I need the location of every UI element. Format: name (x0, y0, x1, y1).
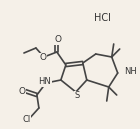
Text: S: S (74, 91, 79, 100)
Text: O: O (54, 35, 61, 45)
Text: O: O (18, 87, 25, 95)
Text: NH: NH (124, 67, 136, 76)
Text: HN: HN (38, 78, 51, 87)
Text: HCl: HCl (94, 13, 111, 23)
Text: O: O (39, 54, 46, 62)
Text: Cl: Cl (23, 115, 31, 124)
